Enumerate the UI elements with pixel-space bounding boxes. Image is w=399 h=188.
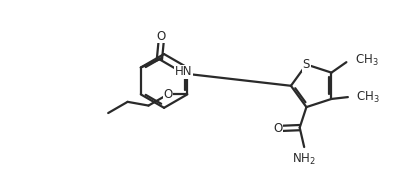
Text: CH$_3$: CH$_3$ [356,89,380,105]
Text: CH$_3$: CH$_3$ [355,53,378,68]
Text: O: O [273,122,282,135]
Text: HN: HN [175,65,192,78]
Text: NH$_2$: NH$_2$ [292,152,316,167]
Text: S: S [303,58,310,71]
Text: O: O [157,30,166,43]
Text: O: O [163,88,172,101]
